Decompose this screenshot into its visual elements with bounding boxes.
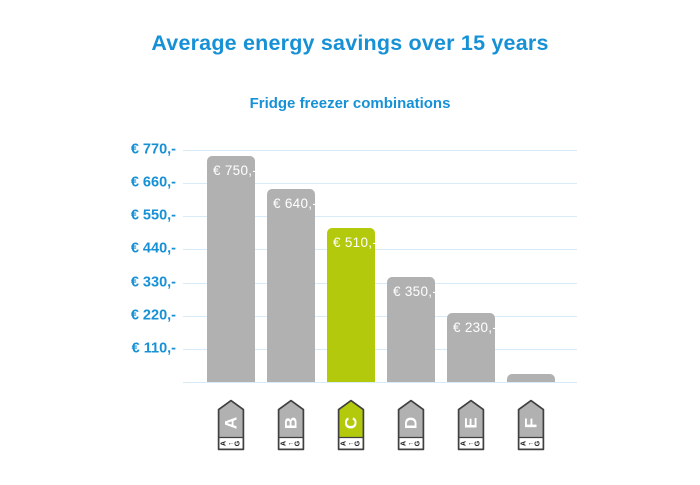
scale-strip-char: G [234,440,241,446]
scale-strip-char: G [294,440,301,446]
gridline [183,249,577,251]
bar-e: € 230,- [447,312,498,382]
gridline [183,183,577,185]
bar-value-label: € 750,- [213,163,258,179]
energy-label-icon-c: C A ← G [337,399,365,451]
x-axis-energy-labels: A A ← G B A ← G C A ← G D A ← G E A ← G F A ← G [183,399,577,453]
scale-strip [219,437,243,449]
scale-strip [279,437,303,449]
bar-value-label: € 230,- [453,319,498,335]
gridline [183,348,577,350]
bar-value-label: € 350,- [393,283,438,299]
y-axis: € 770,- € 660,- € 550,- € 440,- € 330,- € 220… [95,142,176,382]
y-axis-tick-label: € 550,- [130,207,176,224]
scale-strip-char: G [534,440,541,446]
energy-label-icon-a: AA ← G [217,399,245,451]
gridline [183,282,577,284]
chart-subtitle: Fridge freezer combinations [249,95,451,112]
energy-label-icon-b: B A ← G [277,399,305,451]
scale-strip-char: ← [348,440,355,447]
energy-label-icon-d: D A ← G [397,399,425,451]
scale-strip-char: ← [228,440,235,447]
chart-title: Average energy savings over 15 years [151,31,549,55]
scale-strip-char: A [521,441,528,446]
scale-strip-char: G [354,440,361,446]
y-axis-tick-label: € 110,- [131,340,176,357]
scale-strip [519,437,543,449]
scale-strip-char: A [401,441,408,446]
scale-strip-char: A [461,441,468,446]
scale-strip-char: A [281,441,288,446]
scale-strip-char: A [221,441,228,446]
bar-f [507,374,555,382]
y-axis-tick-label: € 440,- [130,241,176,258]
energy-class-letter: F [522,418,541,428]
gridline [183,150,577,151]
gridline [183,216,577,218]
scale-strip [459,437,483,449]
scale-strip-char: ← [468,440,475,447]
energy-class-letter: E [462,417,481,428]
bar-c: € 510,- [327,228,378,382]
y-axis-tick-label: € 330,- [130,274,176,291]
energy-class-letter: C [342,417,361,429]
scale-strip-char: A [341,441,348,446]
energy-label-icon-e: E A ← G [457,399,485,451]
y-axis-tick-label: € 220,- [130,307,176,324]
scale-strip-char: G [474,440,481,446]
scale-strip [339,437,363,449]
scale-strip-char: ← [288,440,295,447]
scale-strip-char: G [414,440,421,446]
scale-strip-char: ← [528,440,535,447]
energy-label-icon-f: F A ← G [517,399,545,451]
bar-a: € 750,- [207,156,258,382]
gridline [183,315,577,317]
scale-strip-char: ← [408,440,415,447]
plot-area: € 750,- € 640,- € 510,- € 350,- € 230,- [183,150,577,383]
bar-value-label: € 510,- [333,235,378,251]
bar-b: € 640,- [267,189,318,382]
scale-strip [399,437,423,449]
energy-class-letter: B [282,417,301,429]
bar-value-label: € 640,- [273,196,318,212]
energy-class-letter: A [222,417,241,429]
bar-d: € 350,- [387,276,438,382]
y-axis-tick-label: € 770,- [130,141,176,158]
y-axis-tick-label: € 660,- [130,174,176,191]
gridline [183,382,577,383]
energy-class-letter: D [402,417,421,429]
